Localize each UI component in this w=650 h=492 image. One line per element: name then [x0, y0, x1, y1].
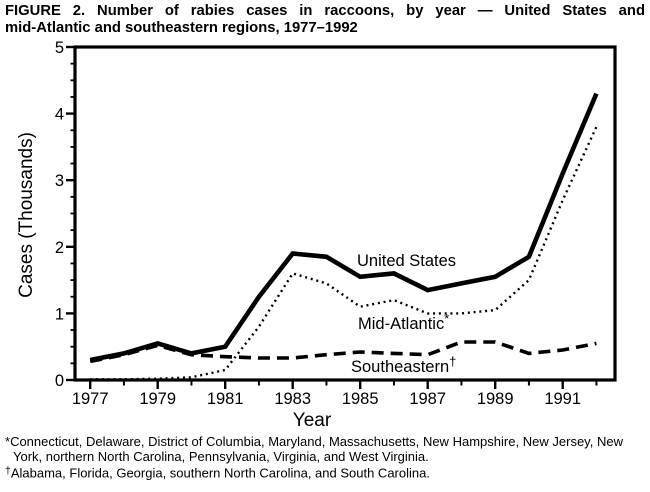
x-tick-label: 1983 — [274, 390, 311, 408]
series-label-mid-atlantic: Mid-Atlantic* — [358, 311, 449, 333]
plot-border — [73, 45, 617, 382]
series-line-mid-atlantic — [90, 126, 598, 381]
x-tick-label: 1987 — [409, 390, 446, 408]
x-tick-label: 1991 — [544, 390, 581, 408]
series-lines — [89, 92, 599, 381]
figure-title: FIGURE 2. Number of rabies cases in racc… — [5, 3, 645, 36]
y-tick-label: 2 — [55, 239, 64, 257]
chart-area: 0 1 2 3 4 5 1977 1979 1981 1983 1985 1987 1989 1991 C… — [0, 39, 650, 432]
footnote-dagger-marker: † — [5, 465, 11, 477]
x-tick-label: 1979 — [139, 390, 176, 408]
footnote-asterisk-text: Connecticut, Delaware, District of Colum… — [10, 434, 623, 464]
footnote-southeastern: †Alabama, Florida, Georgia, southern Nor… — [5, 464, 623, 481]
footnotes: *Connecticut, Delaware, District of Colu… — [5, 434, 623, 481]
figure-title-line1: FIGURE 2. Number of rabies cases in racc… — [5, 3, 645, 19]
y-tick-label: 1 — [55, 305, 64, 323]
series-line-united-states — [89, 92, 599, 363]
y-tick-label: 3 — [55, 172, 64, 190]
x-axis-title: Year — [293, 410, 332, 431]
y-tick-label: 5 — [55, 40, 64, 57]
y-axis-title: Cases (Thousands) — [16, 132, 37, 298]
y-tick-label: 4 — [55, 106, 64, 124]
footnote-mid-atlantic: *Connecticut, Delaware, District of Colu… — [5, 434, 623, 464]
x-tick-label: 1981 — [207, 390, 244, 408]
y-tick-label: 0 — [55, 372, 64, 390]
series-label-united-states: United States — [357, 252, 456, 270]
footnote-dagger-text: Alabama, Florida, Georgia, southern Nort… — [10, 465, 430, 481]
x-tick-label: 1985 — [342, 390, 379, 408]
footnote-asterisk-marker: * — [5, 434, 11, 449]
x-tick-label: 1977 — [72, 390, 109, 408]
series-label-southeastern: Southeastern† — [351, 354, 456, 376]
x-tick-label: 1989 — [477, 390, 514, 408]
figure-title-line2: mid-Atlantic and southeastern regions, 1… — [5, 19, 358, 36]
rabies-cases-line-chart: 0 1 2 3 4 5 1977 1979 1981 1983 1985 1987 1989 1991 C… — [16, 39, 617, 431]
